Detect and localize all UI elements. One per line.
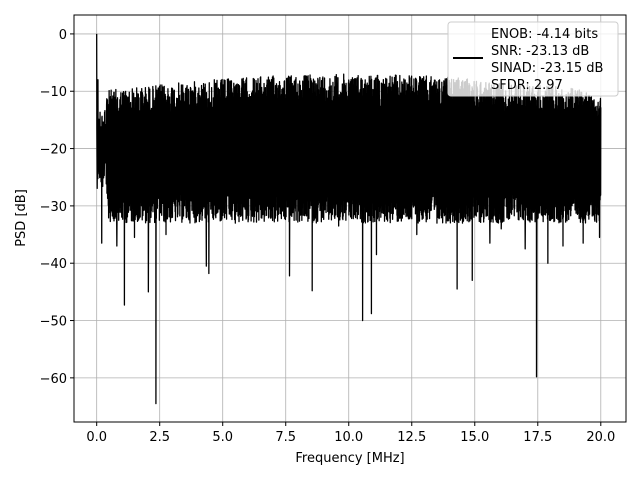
x-tick-label: 12.5 <box>397 430 426 445</box>
x-tick-label: 10.0 <box>334 430 363 445</box>
x-tick-label: 2.5 <box>149 430 170 445</box>
legend-entry-sinad: SINAD: -23.15 dB <box>491 61 603 76</box>
legend-entry-snr: SNR: -23.13 dB <box>491 44 589 59</box>
y-tick-label: −10 <box>40 85 67 100</box>
x-tick-label: 0.0 <box>86 430 107 445</box>
x-tick-label: 15.0 <box>460 430 489 445</box>
axes-frame <box>73 14 627 423</box>
x-axis-label: Frequency [MHz] <box>295 451 404 466</box>
legend-box <box>447 21 619 97</box>
y-tick-label: 0 <box>59 28 67 43</box>
y-tick-label: −50 <box>40 315 67 330</box>
legend: ENOB: -4.14 bits SNR: -23.13 dB SINAD: -… <box>447 21 619 97</box>
y-tick-label: −60 <box>40 372 67 387</box>
x-tick-label: 20.0 <box>586 430 615 445</box>
y-tick-label: −40 <box>40 257 67 272</box>
y-tick-label: −20 <box>40 143 67 158</box>
y-tick-label: −30 <box>40 200 67 215</box>
legend-entry-enob: ENOB: -4.14 bits <box>491 27 598 42</box>
y-axis-label: PSD [dB] <box>14 189 29 247</box>
x-tick-label: 17.5 <box>523 430 552 445</box>
x-axis-ticks: 0.0 2.5 5.0 7.5 10.0 12.5 15.0 17.5 20.0 <box>86 422 615 445</box>
x-tick-label: 5.0 <box>212 430 233 445</box>
x-tick-label: 7.5 <box>275 430 296 445</box>
legend-entry-sfdr: SFDR: 2.97 <box>491 78 563 93</box>
y-axis-ticks: 0 −10 −20 −30 −40 −50 −60 <box>40 28 74 387</box>
